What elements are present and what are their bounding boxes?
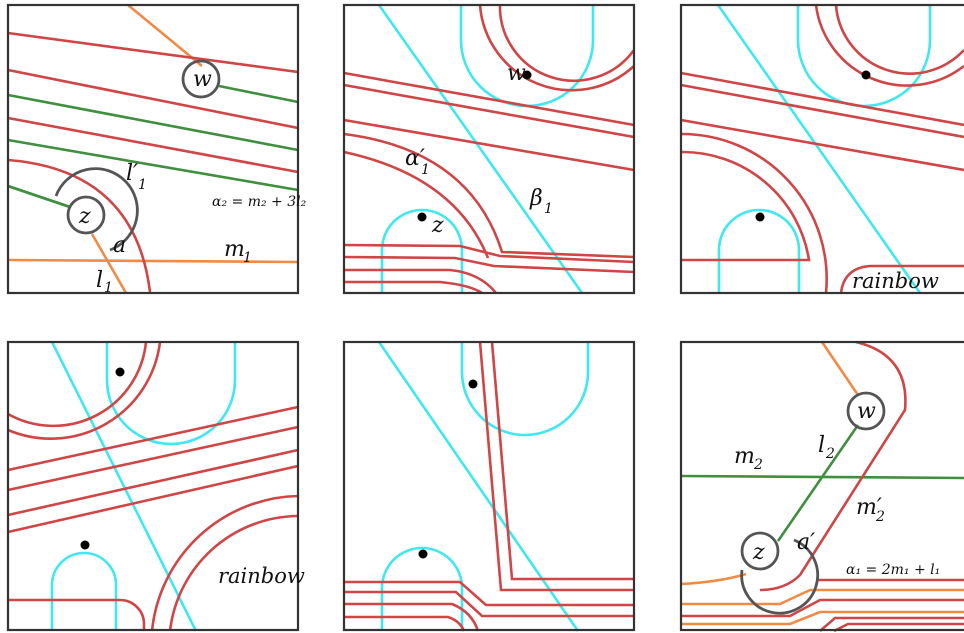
label-l1-prime: l′ [126, 161, 138, 186]
panel-1: w z l′ 1 a m 1 l 1 α₂ = m₂ + 3l₂ [8, 5, 307, 296]
label-w: w [507, 61, 526, 86]
panel-2: w z α′ 1 β 1 [344, 5, 634, 293]
panel-5 [344, 342, 634, 631]
panel-3: rainbow [681, 5, 964, 293]
panel-3-dot-w [862, 71, 871, 80]
label-alpha2-formula: α₂ = m₂ + 3l₂ [212, 194, 307, 210]
panel-3-curves [681, 5, 964, 293]
label-rainbow: rainbow [852, 269, 939, 293]
label-beta1-sub: 1 [544, 201, 553, 217]
panel-4-dot-z [81, 541, 90, 550]
label-l2: l [818, 433, 825, 458]
label-l1-sub: 1 [104, 280, 113, 296]
label-z: z [431, 213, 444, 238]
label-m1: m [224, 237, 245, 262]
panel-2-frame [344, 5, 634, 293]
label-alpha1-formula: α₁ = 2m₁ + l₁ [846, 562, 940, 578]
label-rainbow: rainbow [218, 564, 305, 588]
panel-1-frame [8, 5, 298, 293]
panel-3-dot-z [756, 213, 765, 222]
label-z: z [78, 204, 91, 229]
panel-1-curves [8, 5, 298, 293]
panel-5-curves [344, 342, 634, 631]
label-l2-sub: 2 [825, 446, 835, 462]
label-m1-sub: 1 [243, 250, 252, 266]
label-z: z [752, 540, 765, 565]
panel-2-dot-z [418, 213, 427, 222]
panel-6-curves [681, 342, 964, 631]
label-a: a [113, 233, 126, 258]
panel-5-frame [344, 342, 634, 630]
label-alpha1-prime-sub: 1 [421, 162, 430, 178]
panel-5-dot-w [469, 380, 478, 389]
label-a-prime: a′ [797, 530, 815, 555]
label-w: w [857, 399, 876, 424]
label-l1-prime-sub: 1 [138, 177, 147, 193]
label-m2: m [734, 444, 755, 469]
label-m2-sub: 2 [753, 457, 763, 473]
panel-6: w z m 2 l 2 m′ 2 a′ α₁ = 2m₁ + l₁ [681, 342, 964, 631]
label-l1: l [96, 268, 103, 293]
panel-5-dot-z [419, 550, 428, 559]
panel-4: rainbow [8, 342, 305, 631]
panel-2-curves [344, 5, 634, 293]
label-w: w [193, 67, 212, 92]
panel-4-dot-w [116, 368, 125, 377]
panel-6-frame [681, 342, 964, 630]
label-m2-prime-sub: 2 [875, 509, 885, 525]
label-beta1: β [529, 186, 543, 211]
